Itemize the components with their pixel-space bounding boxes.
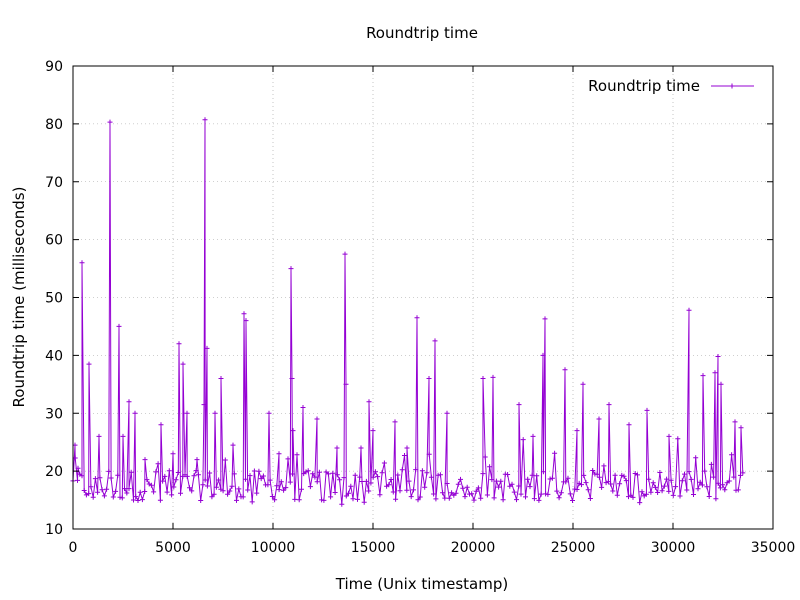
x-tick-label: 5000 [155, 540, 191, 556]
series-markers-roundtrip-time [70, 117, 746, 507]
y-tick-label: 90 [45, 59, 63, 75]
y-tick-label: 10 [45, 522, 63, 538]
y-tick-label: 80 [45, 117, 63, 133]
x-tick-label: 10000 [251, 540, 296, 556]
x-tick-label: 0 [69, 540, 78, 556]
y-tick-label: 70 [45, 175, 63, 191]
grid-lines [73, 66, 773, 529]
legend: Roundtrip time [588, 77, 754, 95]
x-axis-label: Time (Unix timestamp) [335, 575, 508, 593]
legend-marker-roundtrip-time [729, 83, 735, 89]
series-line-roundtrip-time [72, 119, 744, 505]
y-axis-label: Roundtrip time (milliseconds) [10, 187, 28, 408]
y-tick-label: 40 [45, 348, 63, 364]
y-axis-ticks: 10 20 30 40 50 60 70 80 90 [45, 59, 773, 538]
x-tick-label: 25000 [551, 540, 596, 556]
x-tick-label: 35000 [751, 540, 796, 556]
x-tick-label: 15000 [351, 540, 396, 556]
x-axis-ticks: 0 5000 10000 15000 20000 25000 30000 35000 [69, 66, 796, 556]
legend-label-roundtrip-time: Roundtrip time [588, 77, 700, 95]
y-tick-label: 50 [45, 291, 63, 307]
y-tick-label: 60 [45, 233, 63, 249]
chart-title: Roundtrip time [366, 24, 478, 42]
x-tick-label: 30000 [651, 540, 696, 556]
plot-area [70, 117, 746, 507]
x-tick-label: 20000 [451, 540, 496, 556]
y-tick-label: 30 [45, 406, 63, 422]
y-tick-label: 20 [45, 464, 63, 480]
